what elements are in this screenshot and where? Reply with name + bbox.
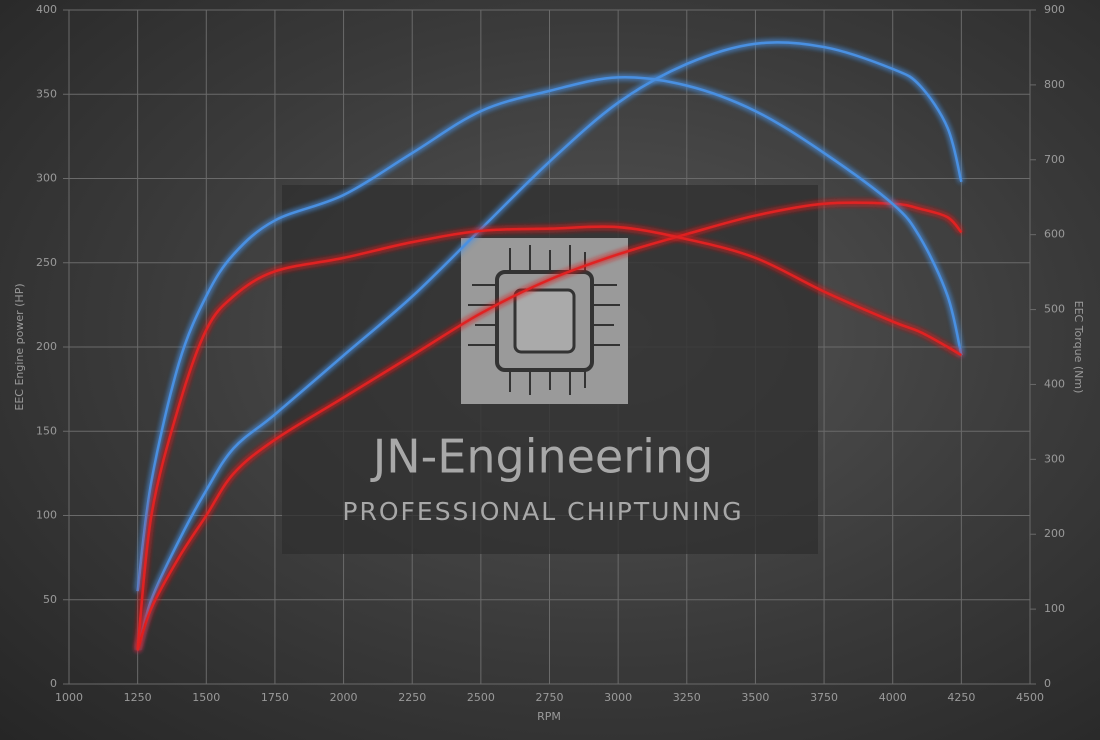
watermark: JN-Engineering PROFESSIONAL CHIPTUNING bbox=[282, 185, 818, 554]
series-line bbox=[136, 225, 963, 651]
y2-tick-label: 200 bbox=[1044, 527, 1065, 540]
x-tick-label: 4000 bbox=[879, 691, 907, 704]
y-tick-label: 0 bbox=[50, 677, 57, 690]
y2-tick-label: 500 bbox=[1044, 303, 1065, 316]
chip-body bbox=[495, 270, 594, 372]
y-tick-label: 250 bbox=[36, 256, 57, 269]
y-tick-label: 50 bbox=[43, 593, 57, 606]
y2-axis-title: EEC Torque (Nm) bbox=[1072, 301, 1085, 394]
y-tick-label: 150 bbox=[36, 424, 57, 437]
x-axis-title: RPM bbox=[537, 710, 561, 723]
x-tick-label: 1500 bbox=[192, 691, 220, 704]
series-line bbox=[136, 41, 963, 651]
x-tick-label: 3750 bbox=[810, 691, 838, 704]
y2-tick-label: 800 bbox=[1044, 78, 1065, 91]
x-tick-label: 1750 bbox=[261, 691, 289, 704]
watermark-subtitle: PROFESSIONAL CHIPTUNING bbox=[342, 497, 743, 526]
y2-tick-label: 100 bbox=[1044, 602, 1065, 615]
watermark-title: JN-Engineering bbox=[370, 430, 714, 484]
x-tick-label: 1000 bbox=[55, 691, 83, 704]
x-tick-label: 3500 bbox=[741, 691, 769, 704]
y-tick-label: 350 bbox=[36, 87, 57, 100]
x-tick-label: 2000 bbox=[330, 691, 358, 704]
y2-tick-label: 400 bbox=[1044, 377, 1065, 390]
y2-tick-label: 700 bbox=[1044, 153, 1065, 166]
chip-traces bbox=[468, 245, 620, 395]
y2-tick-label: 300 bbox=[1044, 452, 1065, 465]
y-tick-label: 300 bbox=[36, 172, 57, 185]
lines bbox=[136, 41, 963, 651]
y-tick-label: 200 bbox=[36, 340, 57, 353]
y2-tick-label: 600 bbox=[1044, 228, 1065, 241]
x-tick-label: 2750 bbox=[536, 691, 564, 704]
y-tick-label: 400 bbox=[36, 3, 57, 16]
x-tick-label: 3250 bbox=[673, 691, 701, 704]
chip-core bbox=[513, 288, 576, 354]
x-tick-label: 4250 bbox=[947, 691, 975, 704]
y-tick-label: 100 bbox=[36, 509, 57, 522]
x-tick-label: 3000 bbox=[604, 691, 632, 704]
series-line bbox=[136, 76, 963, 592]
y2-tick-label: 0 bbox=[1044, 677, 1051, 690]
x-tick-label: 2500 bbox=[467, 691, 495, 704]
x-tick-label: 1250 bbox=[124, 691, 152, 704]
x-tick-label: 2250 bbox=[398, 691, 426, 704]
y-axis-title: EEC Engine power (HP) bbox=[13, 283, 26, 410]
y2-tick-label: 900 bbox=[1044, 3, 1065, 16]
x-tick-label: 4500 bbox=[1016, 691, 1044, 704]
